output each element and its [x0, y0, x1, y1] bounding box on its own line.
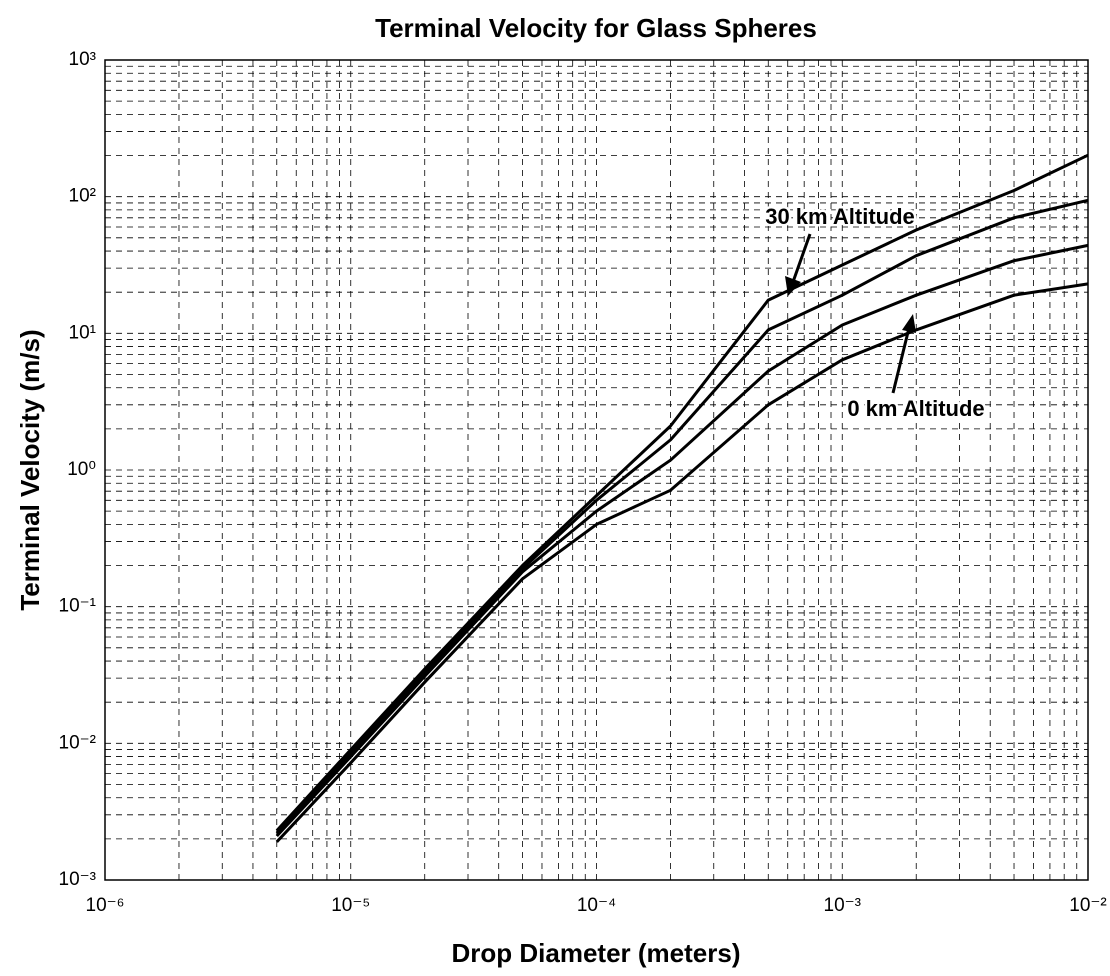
- plot-frame: [104, 59, 1089, 881]
- series-line: [275, 243, 1089, 838]
- annotation-arrowhead: [902, 314, 916, 333]
- y-tick-label: 10⁻¹: [59, 596, 97, 617]
- chart-title: Terminal Velocity for Glass Spheres: [375, 13, 817, 43]
- grid: [104, 59, 1089, 881]
- x-tick-label: 10⁻⁵: [331, 895, 370, 916]
- x-tick-label: 10⁻²: [1069, 895, 1107, 916]
- x-tick-label: 10⁻³: [824, 895, 862, 916]
- x-tick-label: 10⁻⁴: [577, 895, 616, 916]
- y-tick-label: 10⁻²: [59, 732, 97, 753]
- y-axis-label: Terminal Velocity (m/s): [15, 329, 45, 610]
- series-line: [275, 282, 1089, 843]
- annotation-arrow: [891, 327, 911, 394]
- annotation-arrow: [791, 233, 812, 283]
- lines: [275, 153, 1089, 843]
- y-tick-label: 10²: [69, 186, 96, 207]
- y-tick-label: 10⁻³: [59, 869, 97, 890]
- y-tick-label: 10¹: [69, 322, 96, 343]
- y-tick-label: 10³: [69, 49, 96, 70]
- annotation: 0 km Altitude: [847, 396, 984, 421]
- annotation: 30 km Altitude: [765, 204, 915, 229]
- y-tick-label: 10⁰: [67, 459, 96, 480]
- annotation-arrowhead: [785, 276, 801, 296]
- series-line: [275, 153, 1089, 832]
- x-tick-label: 10⁻⁶: [86, 895, 125, 916]
- series-line: [275, 198, 1089, 835]
- x-axis-label: Drop Diameter (meters): [452, 938, 741, 968]
